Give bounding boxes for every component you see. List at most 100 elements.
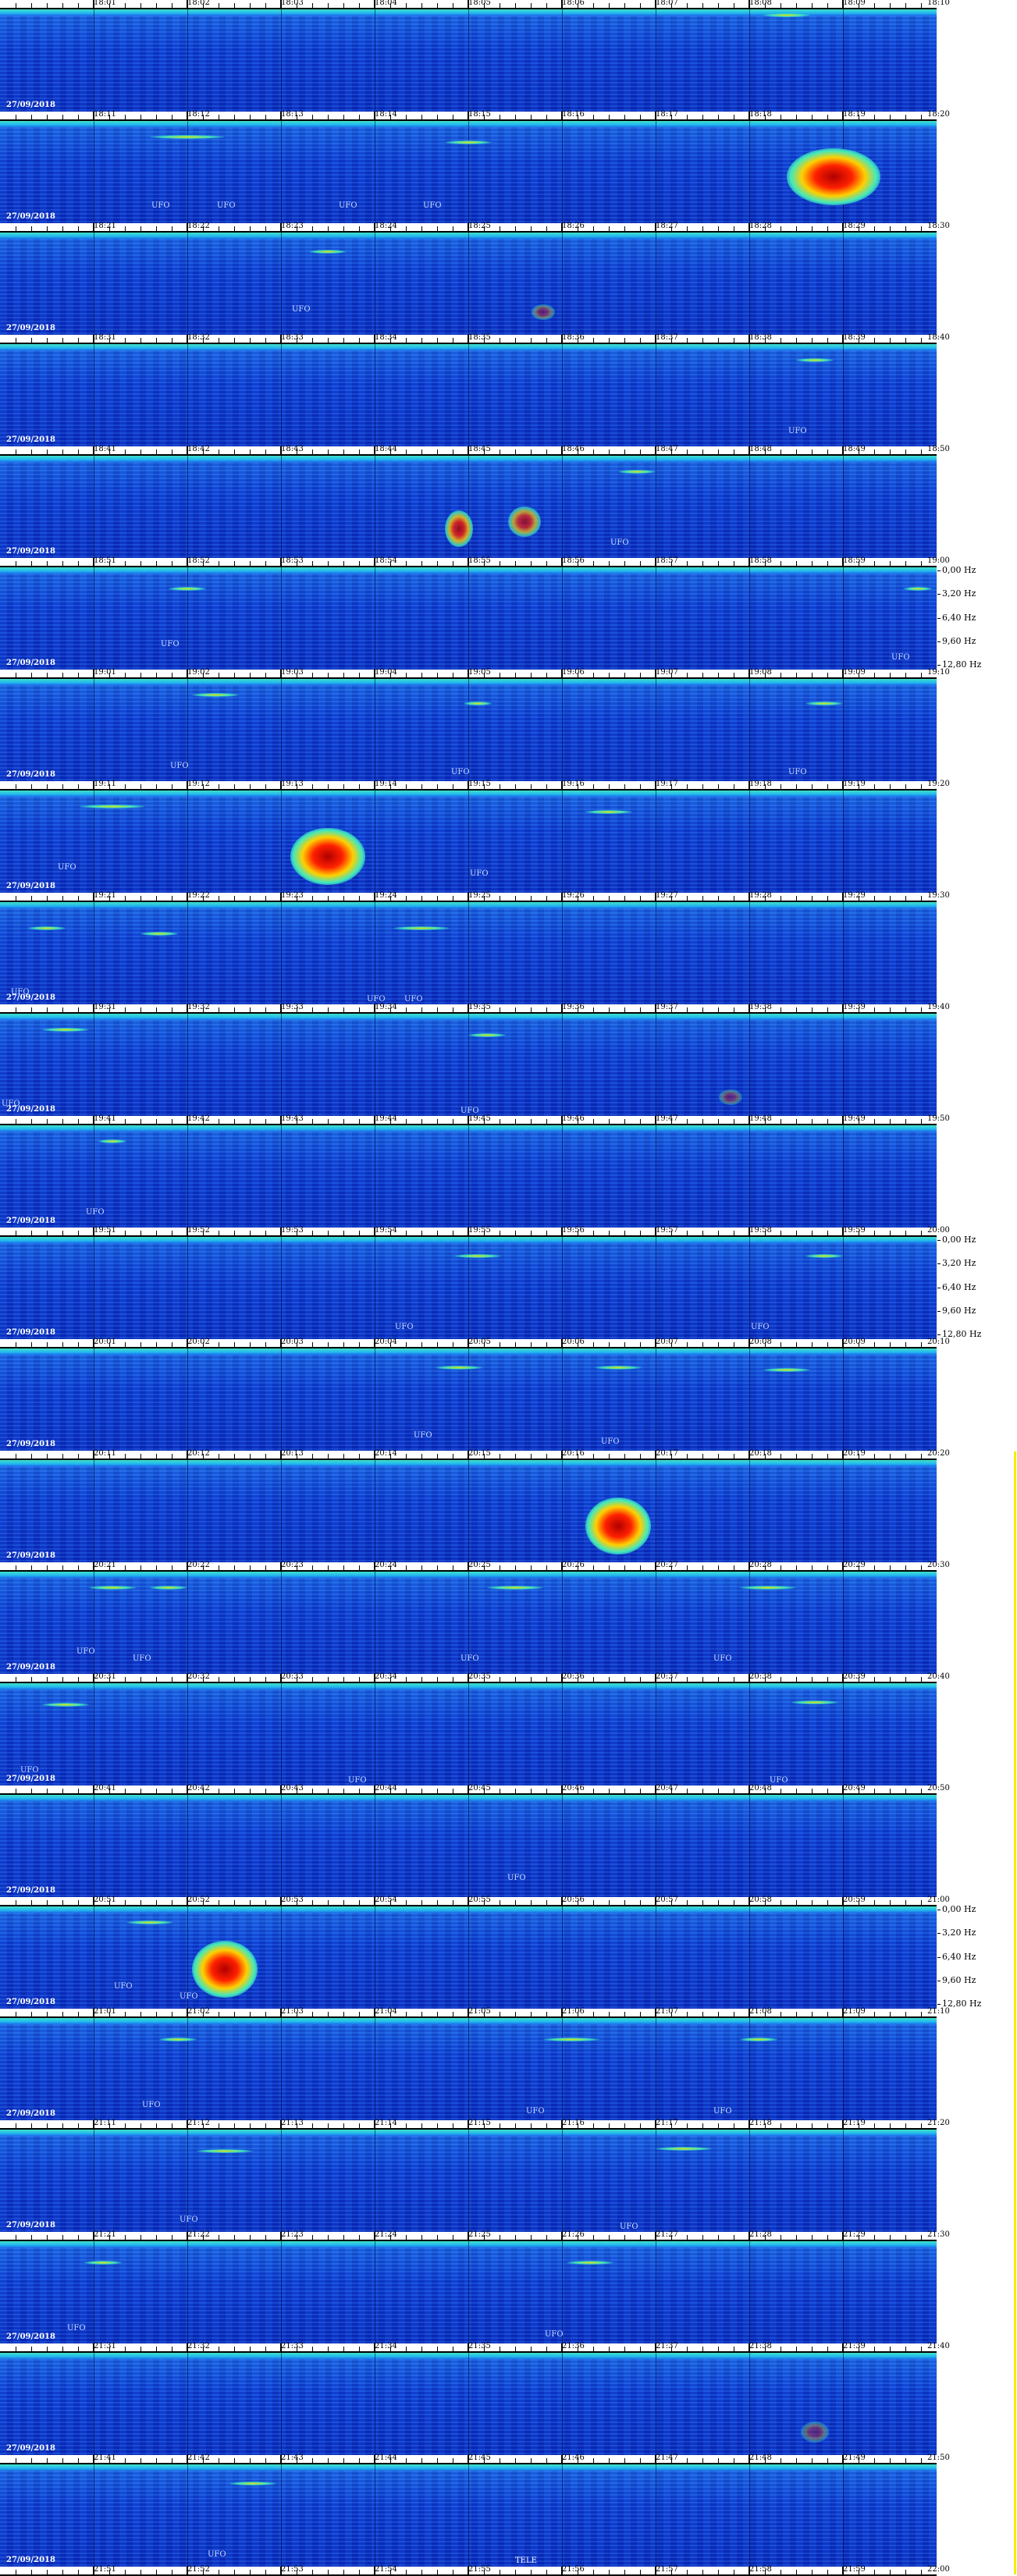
minor-tick <box>890 896 891 901</box>
tick-label: 18:11 <box>94 110 116 119</box>
major-tick <box>93 2009 94 2016</box>
minor-tick <box>390 784 391 789</box>
minor-tick <box>905 1789 906 1793</box>
final-axis-row: 21:51 21:52 21:53 21:54 21:55 21:56 21:57 21:58… <box>0 2566 950 2576</box>
minor-tick <box>718 2123 719 2128</box>
minor-tick <box>671 1565 672 1570</box>
tick-label: 21:09 <box>843 2007 866 2016</box>
major-tick <box>93 2567 94 2574</box>
minor-tick <box>31 1342 32 1347</box>
tick-label-end: 20:30 <box>927 1561 950 1569</box>
major-tick <box>93 0 94 8</box>
minute-gridline <box>562 1682 563 1785</box>
minor-tick <box>156 896 157 901</box>
spectrogram-row: UFO UFO UFO 27/09/2018 19:01 19:02 19:03 19:04 1… <box>0 669 950 782</box>
major-tick <box>187 223 188 231</box>
minor-tick <box>328 1900 329 1905</box>
tick-label-end: 20:00 <box>927 1226 950 1235</box>
minor-tick <box>484 2235 485 2240</box>
tick-label: 20:47 <box>656 1784 678 1793</box>
minor-tick <box>31 1231 32 1235</box>
minor-tick <box>359 1119 360 1124</box>
major-tick <box>842 1451 844 1459</box>
minor-tick <box>62 3 63 8</box>
major-tick <box>187 558 188 566</box>
minor-tick <box>265 1231 266 1235</box>
ufo-annotation: UFO <box>133 1654 151 1664</box>
minor-tick <box>437 1119 438 1124</box>
minor-tick <box>702 1119 703 1124</box>
spectrogram-panel: UFO 27/09/2018 <box>0 1793 937 1897</box>
signal-event <box>508 506 541 538</box>
minor-tick <box>687 1119 688 1124</box>
minute-gridline <box>187 119 188 223</box>
minor-tick <box>437 784 438 789</box>
minor-tick <box>874 226 875 231</box>
minor-tick <box>250 1342 251 1347</box>
minor-tick <box>265 561 266 566</box>
minor-tick <box>47 1231 48 1235</box>
minor-tick <box>406 1454 407 1459</box>
minor-tick <box>796 1007 797 1012</box>
minor-tick <box>718 3 719 8</box>
minor-tick <box>109 2458 110 2463</box>
minor-tick <box>265 2458 266 2463</box>
tick-label: 20:54 <box>375 1896 397 1904</box>
major-tick <box>561 1451 563 1459</box>
minor-tick <box>109 673 110 677</box>
signal-streak <box>197 2148 253 2153</box>
tick-label: 19:48 <box>749 1114 772 1123</box>
minor-tick <box>905 226 906 231</box>
minor-tick <box>624 1677 625 1682</box>
minor-tick <box>265 784 266 789</box>
minor-tick <box>905 673 906 677</box>
tick-label: 21:48 <box>749 2453 772 2462</box>
minor-tick <box>437 2235 438 2240</box>
frequency-label: 12,80 Hz <box>942 1329 982 1339</box>
minor-tick <box>109 1119 110 1124</box>
minor-tick <box>484 1677 485 1682</box>
minor-tick <box>702 449 703 454</box>
minor-tick <box>484 115 485 119</box>
tick-label: 18:54 <box>375 556 397 565</box>
minor-tick <box>671 3 672 8</box>
minor-tick <box>312 1900 313 1905</box>
minor-tick <box>406 115 407 119</box>
minor-tick <box>796 1900 797 1905</box>
minor-tick <box>484 2347 485 2351</box>
major-tick <box>374 223 375 231</box>
minor-tick <box>78 2458 79 2463</box>
minor-tick <box>437 2123 438 2128</box>
tick-label: 20:04 <box>375 1338 397 1346</box>
minor-tick <box>328 3 329 8</box>
major-tick <box>374 1562 375 1570</box>
minor-tick <box>406 2458 407 2463</box>
minute-gridline <box>843 454 844 558</box>
minor-tick <box>109 1454 110 1459</box>
minor-tick <box>125 2458 126 2463</box>
major-tick <box>468 670 469 677</box>
minor-tick <box>905 896 906 901</box>
major-tick <box>561 2009 563 2016</box>
minor-tick <box>125 561 126 566</box>
minor-tick <box>359 449 360 454</box>
minor-tick <box>593 1007 594 1012</box>
major-tick <box>655 1562 656 1570</box>
minor-tick <box>624 2235 625 2240</box>
signal-streak <box>763 12 810 17</box>
tick-label: 20:55 <box>468 1896 491 1904</box>
time-axis: 19:01 19:02 19:03 19:04 19:05 19:06 19:07 19:08… <box>0 669 950 679</box>
minute-gridline <box>562 454 563 558</box>
minor-tick <box>109 561 110 566</box>
ufo-annotation: UFO <box>414 1431 432 1441</box>
tick-label: 18:31 <box>94 333 116 342</box>
minute-gridline <box>468 1124 469 1228</box>
signal-streak <box>126 1920 173 1924</box>
tick-label: 21:02 <box>187 2007 210 2016</box>
minor-tick <box>250 2012 251 2016</box>
minor-tick <box>343 1789 344 1793</box>
minor-tick <box>546 2570 547 2574</box>
minor-tick <box>687 2012 688 2016</box>
minor-tick <box>687 3 688 8</box>
minor-tick <box>484 896 485 901</box>
